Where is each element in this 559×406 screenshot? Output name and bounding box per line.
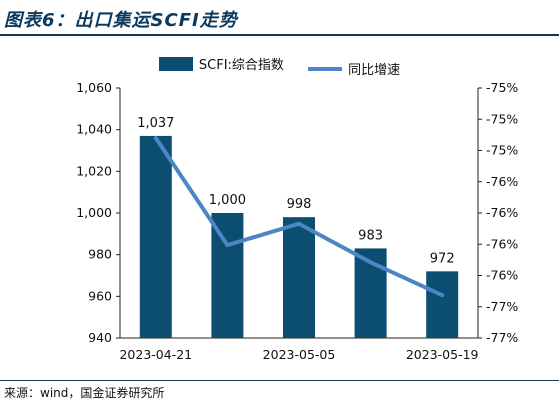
legend-line-swatch xyxy=(308,66,343,71)
x-tick-label: 2023-05-05 xyxy=(263,347,336,362)
bar-data-label: 1,000 xyxy=(209,193,246,208)
left-tick-label: 1,020 xyxy=(76,163,112,178)
right-tick-label: -75% xyxy=(486,80,518,95)
bar xyxy=(426,271,459,338)
left-tick-label: 1,040 xyxy=(76,122,112,137)
bar-data-label: 972 xyxy=(430,251,455,266)
right-tick-label: -75% xyxy=(486,143,518,158)
chart-area: 940 960 980 1,000 1,020 1,040 1,060 -77% -77% -76… xyxy=(76,80,518,362)
right-tick-label: -77% xyxy=(486,299,518,314)
right-tick-label: -76% xyxy=(486,205,518,220)
legend-bar-swatch xyxy=(158,56,193,71)
source-note: 来源：wind，国金证券研究所 xyxy=(4,386,165,400)
right-tick-label: -77% xyxy=(486,330,518,345)
bar xyxy=(283,217,315,338)
legend-item-line: 同比增速 xyxy=(308,59,400,78)
footer-rule xyxy=(0,380,559,381)
right-tick-label: -76% xyxy=(486,174,518,189)
left-tick-label: 980 xyxy=(88,247,112,262)
legend-line-label: 同比增速 xyxy=(348,63,401,78)
left-tick-label: 1,000 xyxy=(76,205,112,220)
legend: SCFI:综合指数 同比增速 xyxy=(0,54,559,78)
left-tick-label: 940 xyxy=(88,330,112,345)
right-tick-label: -76% xyxy=(486,236,518,251)
right-tick-label: -76% xyxy=(486,268,518,283)
legend-item-bar: SCFI:综合指数 xyxy=(158,54,284,73)
bar-data-label: 1,037 xyxy=(137,116,174,131)
bar xyxy=(211,213,244,338)
bar xyxy=(139,135,172,338)
chart-title: 图表6：出口集运SCFI走势 xyxy=(4,10,238,31)
bar-data-label: 983 xyxy=(358,228,383,243)
right-tick-label: -75% xyxy=(486,111,518,126)
title-rule xyxy=(0,34,559,36)
x-tick-label: 2023-05-19 xyxy=(406,347,479,362)
left-tick-label: 960 xyxy=(88,288,112,303)
x-tick-label: 2023-04-21 xyxy=(119,347,192,362)
yoy-growth-line xyxy=(153,136,445,298)
left-tick-label: 1,060 xyxy=(76,80,112,95)
legend-bar-label: SCFI:综合指数 xyxy=(198,58,284,73)
bar-data-label: 998 xyxy=(287,197,312,212)
